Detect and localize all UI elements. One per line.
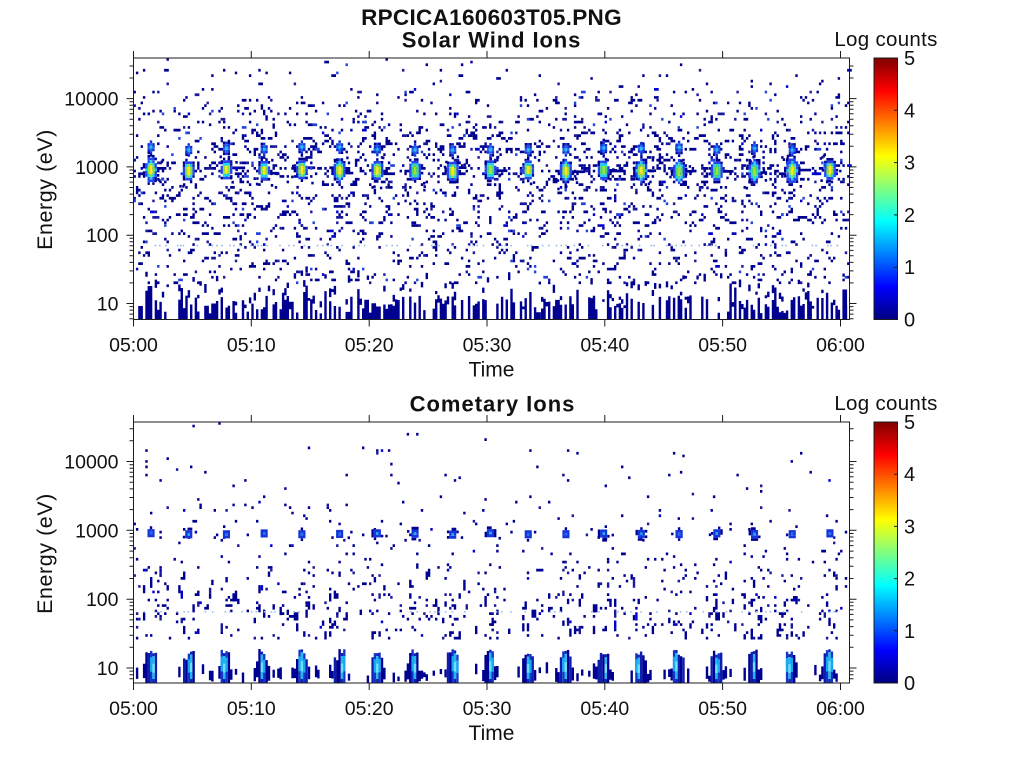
svg-text:05:00: 05:00 xyxy=(109,698,158,720)
svg-text:10: 10 xyxy=(97,294,119,316)
svg-text:05:30: 05:30 xyxy=(463,335,512,357)
svg-text:4: 4 xyxy=(904,100,915,122)
svg-text:2: 2 xyxy=(904,205,915,227)
svg-text:5: 5 xyxy=(904,48,915,70)
svg-text:Log counts: Log counts xyxy=(834,28,937,51)
svg-text:05:00: 05:00 xyxy=(109,335,158,357)
svg-text:Energy (eV): Energy (eV) xyxy=(33,493,57,614)
svg-text:05:40: 05:40 xyxy=(580,335,629,357)
svg-text:1000: 1000 xyxy=(75,157,119,179)
svg-text:05:20: 05:20 xyxy=(345,335,394,357)
svg-text:1: 1 xyxy=(904,621,915,643)
svg-text:10000: 10000 xyxy=(64,452,118,474)
svg-text:05:10: 05:10 xyxy=(227,335,276,357)
svg-text:10000: 10000 xyxy=(64,89,118,111)
svg-text:100: 100 xyxy=(86,225,119,247)
svg-text:Solar Wind Ions: Solar Wind Ions xyxy=(402,28,582,53)
svg-text:10: 10 xyxy=(97,658,119,680)
svg-text:05:10: 05:10 xyxy=(227,698,276,720)
svg-text:Time: Time xyxy=(469,359,515,382)
svg-text:05:30: 05:30 xyxy=(463,698,512,720)
svg-text:Log counts: Log counts xyxy=(834,392,937,415)
svg-text:1000: 1000 xyxy=(75,520,119,542)
svg-text:05:50: 05:50 xyxy=(698,335,747,357)
svg-text:4: 4 xyxy=(904,464,915,486)
svg-text:3: 3 xyxy=(904,153,915,175)
svg-text:06:00: 06:00 xyxy=(816,698,865,720)
svg-text:Time: Time xyxy=(469,722,515,745)
svg-text:5: 5 xyxy=(904,412,915,434)
svg-text:0: 0 xyxy=(904,310,915,332)
svg-text:1: 1 xyxy=(904,257,915,279)
svg-text:Energy (eV): Energy (eV) xyxy=(33,129,57,250)
svg-text:RPCICA160603T05.PNG: RPCICA160603T05.PNG xyxy=(361,5,622,30)
svg-text:Cometary Ions: Cometary Ions xyxy=(410,392,576,417)
svg-text:3: 3 xyxy=(904,516,915,538)
svg-text:05:40: 05:40 xyxy=(580,698,629,720)
svg-text:05:50: 05:50 xyxy=(698,698,747,720)
svg-text:100: 100 xyxy=(86,589,119,611)
svg-text:06:00: 06:00 xyxy=(816,335,865,357)
svg-text:05:20: 05:20 xyxy=(345,698,394,720)
svg-text:2: 2 xyxy=(904,569,915,591)
svg-text:0: 0 xyxy=(904,673,915,695)
